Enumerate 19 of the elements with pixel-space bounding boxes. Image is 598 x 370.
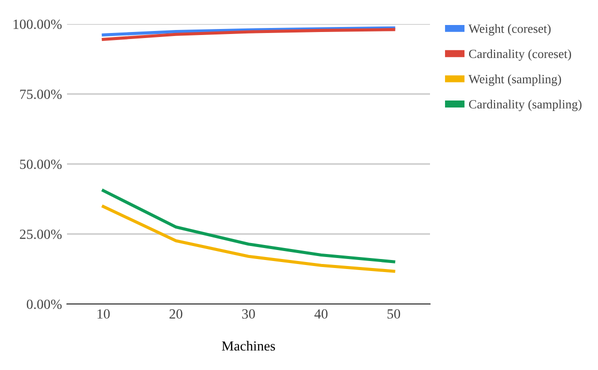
x-tick-label: 40 — [314, 309, 328, 319]
line-series — [102, 26, 396, 36]
x-tick-label: 20 — [170, 309, 182, 319]
x-tick-label: 30 — [242, 309, 255, 319]
legend-label: Weight (coreset) — [468, 24, 551, 36]
line-series — [102, 205, 396, 273]
x-tick-label: 50 — [388, 309, 400, 319]
y-tick-label: 100.00% — [14, 20, 62, 30]
y-tick-label: 0.00% — [26, 300, 62, 310]
line-series — [102, 28, 396, 41]
legend-label: Weight (sampling) — [468, 74, 562, 86]
y-tick-label: 75.00% — [20, 90, 62, 100]
x-tick-label: 10 — [98, 309, 110, 319]
x-axis-title: Machines — [222, 340, 275, 351]
y-tick-label: 25.00% — [20, 230, 62, 240]
line-series — [102, 189, 396, 264]
y-tick-label: 50.00% — [20, 160, 62, 170]
legend-label: Cardinality (sampling) — [469, 100, 582, 112]
legend-label: Cardinality (coreset) — [469, 49, 572, 61]
